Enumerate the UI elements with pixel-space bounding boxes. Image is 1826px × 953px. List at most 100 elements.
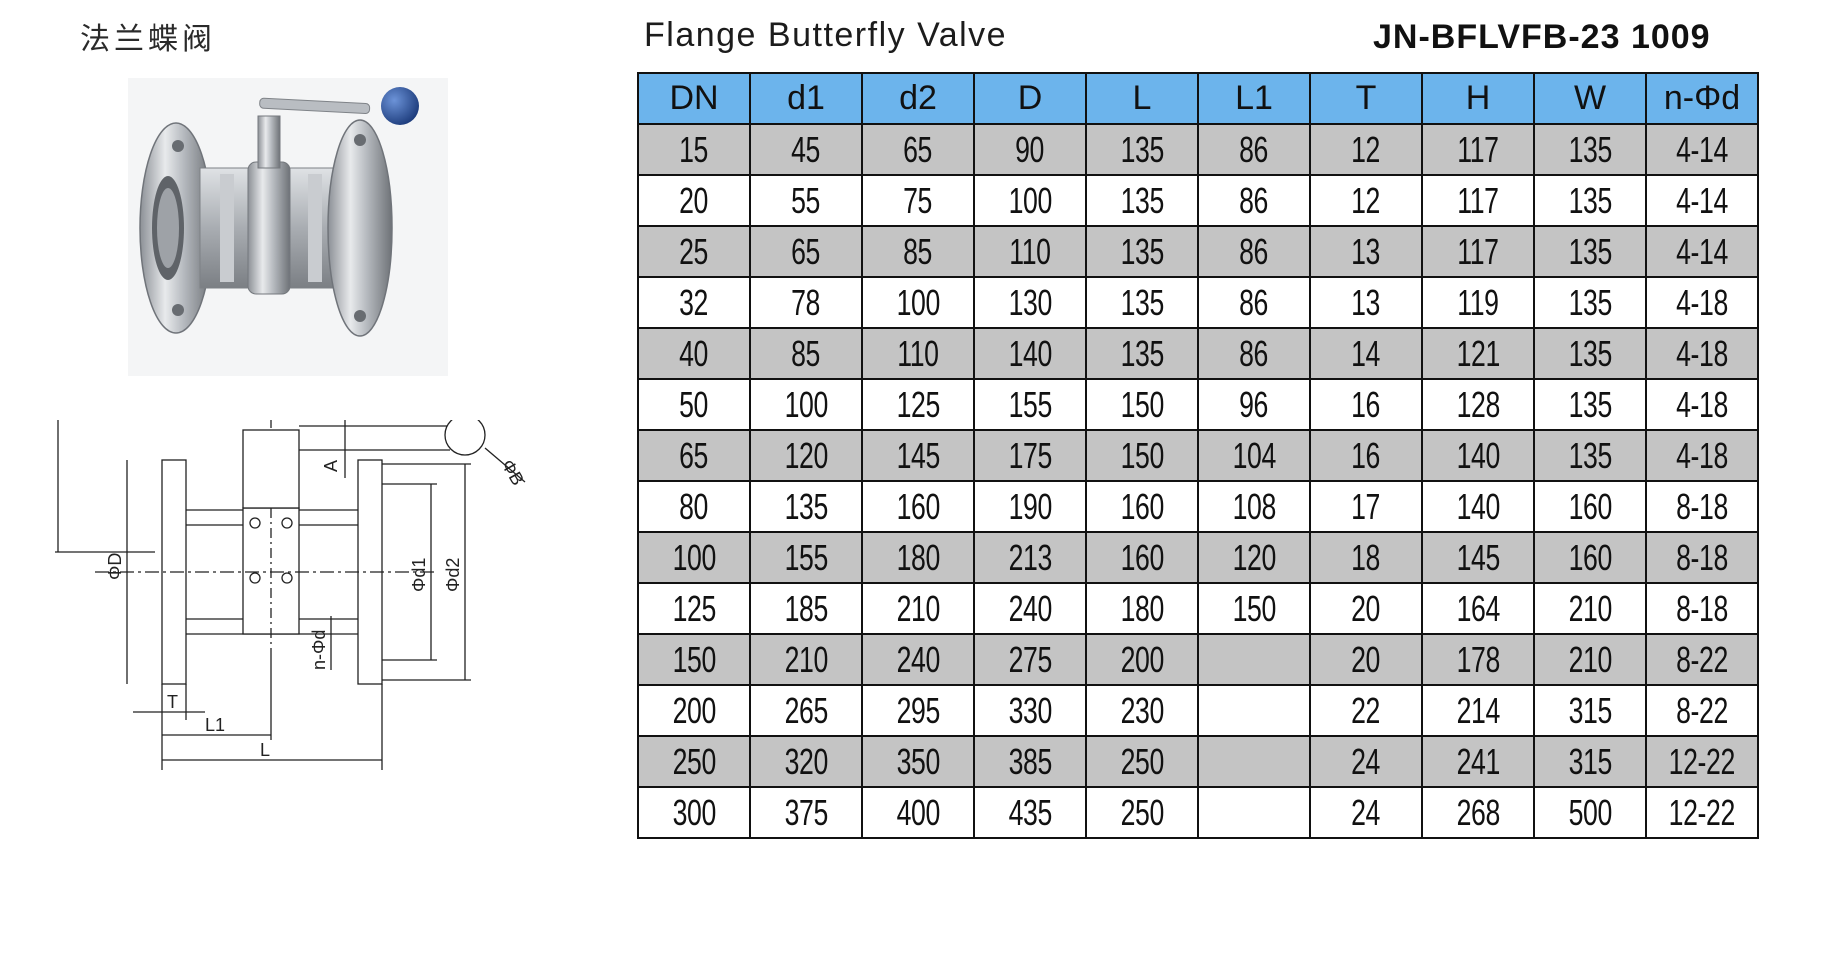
table-cell <box>1197 786 1311 839</box>
table-cell: 160 <box>1085 531 1199 584</box>
cell-value: 210 <box>896 587 940 629</box>
label-phi-b: ΦB <box>498 456 529 489</box>
table-cell: 210 <box>1533 633 1647 686</box>
cell-value: 300 <box>672 791 716 833</box>
table-cell: 268 <box>1421 786 1535 839</box>
cell-value: 145 <box>896 434 940 476</box>
cell-value: 330 <box>1008 689 1052 731</box>
cell-value: 135 <box>1568 434 1612 476</box>
table-cell: 150 <box>637 633 751 686</box>
table-cell: 160 <box>1533 531 1647 584</box>
table-cell: 300 <box>637 786 751 839</box>
label-phi-d-outer: ΦD <box>105 553 125 580</box>
cell-value: 130 <box>1008 281 1052 323</box>
table-cell: 86 <box>1197 123 1311 176</box>
table-cell: 125 <box>637 582 751 635</box>
cell-value: 12-22 <box>1668 740 1736 782</box>
cell-value: 268 <box>1456 791 1500 833</box>
table-cell: 8-22 <box>1645 684 1759 737</box>
table-cell: 190 <box>973 480 1087 533</box>
cell-value: 230 <box>1120 689 1164 731</box>
cell-value: 100 <box>896 281 940 323</box>
cell-value: 15 <box>679 128 709 170</box>
cell-value: 135 <box>1120 128 1164 170</box>
cell-value: 275 <box>1008 638 1052 680</box>
cell-value: 135 <box>1120 281 1164 323</box>
table-cell: 160 <box>861 480 975 533</box>
cell-value: 24 <box>1351 740 1381 782</box>
cell-value: 13 <box>1351 230 1381 272</box>
table-cell: 14 <box>1309 327 1423 380</box>
cell-value: 155 <box>784 536 828 578</box>
table-cell: 8-18 <box>1645 531 1759 584</box>
cell-value: 150 <box>1120 383 1164 425</box>
cell-value: 8-18 <box>1676 587 1728 629</box>
table-row: 25 65 85 110 135 86 13 117 135 4-14 <box>637 225 1759 278</box>
cell-value: 160 <box>1568 536 1612 578</box>
table-cell: 250 <box>1085 786 1199 839</box>
table-row: 15 45 65 90 135 86 12 117 135 4-14 <box>637 123 1759 176</box>
cell-value: 500 <box>1568 791 1612 833</box>
table-cell: 100 <box>749 378 863 431</box>
table-cell: 20 <box>1309 633 1423 686</box>
cell-value: 100 <box>784 383 828 425</box>
cell-value: 250 <box>672 740 716 782</box>
table-cell: 125 <box>861 378 975 431</box>
table-cell: 75 <box>861 174 975 227</box>
cell-value: 180 <box>1120 587 1164 629</box>
table-cell: 350 <box>861 735 975 788</box>
cell-value: 135 <box>1568 128 1612 170</box>
cell-value: 135 <box>1120 332 1164 374</box>
col-t: T <box>1309 72 1423 125</box>
cell-value: 86 <box>1239 281 1269 323</box>
table-cell: 210 <box>1533 582 1647 635</box>
table-cell: 150 <box>1085 378 1199 431</box>
table-cell: 12 <box>1309 123 1423 176</box>
table-cell: 8-18 <box>1645 582 1759 635</box>
cell-value: 250 <box>1120 791 1164 833</box>
cell-value: 117 <box>1457 179 1499 221</box>
table-cell: 135 <box>1533 123 1647 176</box>
table-row: 150 210 240 275 200 20 178 210 8-22 <box>637 633 1759 686</box>
table-cell: 140 <box>1421 429 1535 482</box>
cell-value: 90 <box>1015 128 1045 170</box>
table-cell: 15 <box>637 123 751 176</box>
chinese-title: 法兰蝶阀 <box>80 22 216 57</box>
cell-value: 50 <box>679 383 709 425</box>
table-row: 100 155 180 213 160 120 18 145 160 8-18 <box>637 531 1759 584</box>
table-cell: 117 <box>1421 225 1535 278</box>
table-cell: 13 <box>1309 225 1423 278</box>
col-n-phi-d: n-Φd <box>1645 72 1759 125</box>
table-cell: 435 <box>973 786 1087 839</box>
table-cell: 160 <box>1533 480 1647 533</box>
cell-value: 125 <box>672 587 716 629</box>
table-row: 20 55 75 100 135 86 12 117 135 4-14 <box>637 174 1759 227</box>
table-cell: 250 <box>1085 735 1199 788</box>
table-cell: 135 <box>1085 327 1199 380</box>
cell-value: 4-14 <box>1676 128 1728 170</box>
table-cell: 135 <box>1085 276 1199 329</box>
table-row: 300 375 400 435 250 24 268 500 12-22 <box>637 786 1759 839</box>
table-cell: 315 <box>1533 684 1647 737</box>
table-cell: 121 <box>1421 327 1535 380</box>
col-l1: L1 <box>1197 72 1311 125</box>
table-cell: 240 <box>861 633 975 686</box>
cell-value: 350 <box>896 740 940 782</box>
table-cell: 12 <box>1309 174 1423 227</box>
table-cell: 117 <box>1421 123 1535 176</box>
table-cell: 155 <box>973 378 1087 431</box>
cell-value: 175 <box>1008 434 1052 476</box>
table-cell: 214 <box>1421 684 1535 737</box>
table-cell: 265 <box>749 684 863 737</box>
table-cell: 4-14 <box>1645 174 1759 227</box>
table-cell: 78 <box>749 276 863 329</box>
table-cell: 86 <box>1197 174 1311 227</box>
cell-value: 108 <box>1232 485 1276 527</box>
table-cell: 135 <box>1533 225 1647 278</box>
cell-value: 214 <box>1456 689 1500 731</box>
col-d: D <box>973 72 1087 125</box>
table-cell: 100 <box>973 174 1087 227</box>
cell-value: 4-18 <box>1676 332 1728 374</box>
table-cell: 96 <box>1197 378 1311 431</box>
valve-photo <box>128 78 448 376</box>
